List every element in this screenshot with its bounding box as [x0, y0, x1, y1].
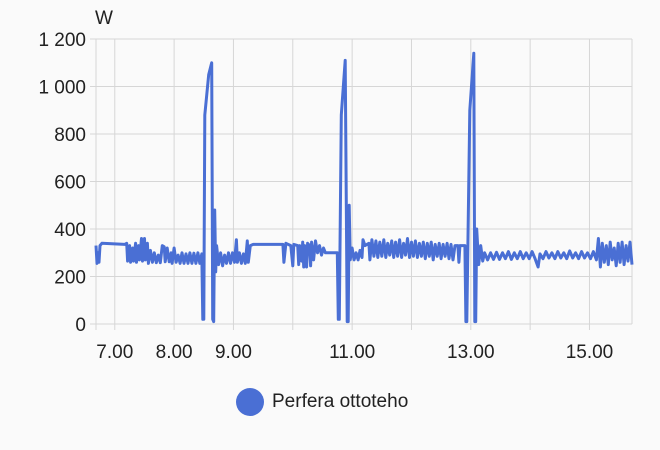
series-line[interactable]: [94, 51, 634, 324]
x-tick-label: 9.00: [215, 342, 252, 363]
y-axis-unit-label: W: [95, 8, 113, 29]
x-tick-label: 13.00: [447, 342, 495, 363]
y-tick-label: 200: [54, 268, 86, 289]
series-lines[interactable]: [94, 51, 634, 324]
y-tick-label: 800: [54, 125, 86, 146]
legend-label: Perfera ottoteho: [272, 391, 409, 412]
grid: [90, 38, 633, 330]
x-tick-label: 15.00: [566, 342, 614, 363]
legend-item[interactable]: Perfera ottoteho: [236, 388, 408, 416]
legend-color-dot: [236, 388, 264, 416]
x-axis: 7.00 8.00 9.00 11.00 13.00 15.00: [96, 342, 613, 363]
y-tick-label: 1 000: [38, 78, 86, 99]
y-tick-label: 0: [75, 315, 86, 336]
x-tick-label: 11.00: [329, 342, 375, 363]
y-tick-label: 1 200: [38, 30, 86, 51]
y-tick-label: 400: [54, 220, 86, 241]
y-axis: 0 200 400 600 800 1 000 1 200: [38, 30, 86, 336]
x-tick-label: 8.00: [156, 342, 193, 363]
x-tick-label: 7.00: [96, 342, 133, 363]
y-tick-label: 600: [54, 173, 86, 194]
